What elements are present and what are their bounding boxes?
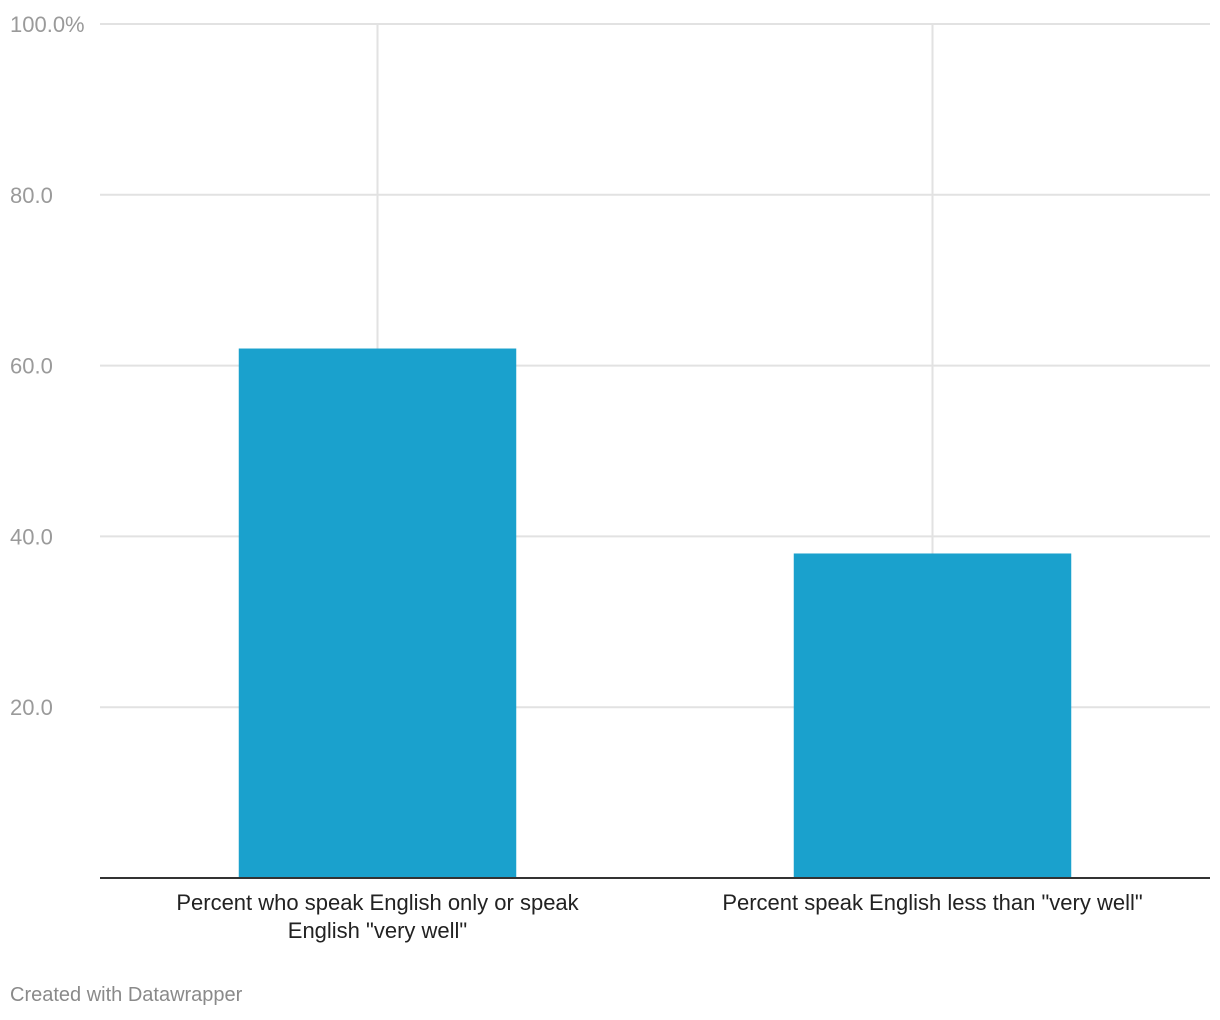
- bar[interactable]: [238, 348, 517, 878]
- bar[interactable]: [793, 553, 1072, 878]
- x-tick-label-line: Percent speak English less than "very we…: [722, 890, 1142, 915]
- y-tick-label: 20.0: [10, 695, 53, 720]
- x-tick-label: Percent speak English less than "very we…: [722, 890, 1142, 915]
- x-tick-label-line: English "very well": [288, 918, 467, 943]
- y-tick-label: 80.0: [10, 183, 53, 208]
- axes: 20.0 40.0 60.0 80.0 100.0% Percent who speak …: [10, 12, 1210, 943]
- y-tick-label: 100.0%: [10, 12, 85, 37]
- bars: [238, 348, 1072, 878]
- x-tick-label-line: Percent who speak English only or speak: [176, 890, 579, 915]
- y-tick-label: 40.0: [10, 524, 53, 549]
- x-tick-label: Percent who speak English only or speak E…: [176, 890, 579, 943]
- credit-text[interactable]: Created with Datawrapper: [10, 984, 243, 1006]
- y-tick-label: 60.0: [10, 354, 53, 379]
